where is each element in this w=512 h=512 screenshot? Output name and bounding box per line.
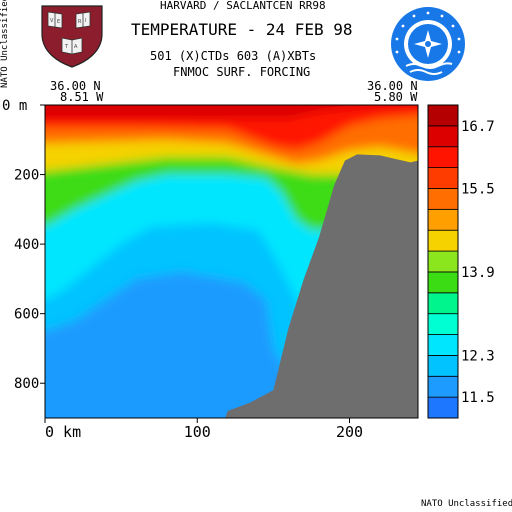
colorbar-swatch bbox=[427, 396, 459, 419]
svg-text:V: V bbox=[50, 18, 54, 24]
svg-text:I: I bbox=[85, 18, 86, 24]
colorbar-swatch bbox=[427, 104, 459, 127]
y-tick-label: 0 m bbox=[2, 98, 27, 114]
svg-text:A: A bbox=[74, 44, 78, 50]
header-line-4: FNMOC SURF. FORCING bbox=[173, 65, 311, 79]
header-line-3: 501 (X)CTDs 603 (A)XBTs bbox=[150, 49, 317, 63]
corner-right-lat: 36.00 N bbox=[367, 79, 418, 93]
colorbar-label: 15.5 bbox=[461, 181, 495, 197]
y-tick-label: 200 bbox=[14, 168, 39, 184]
colorbar-swatch bbox=[427, 292, 459, 315]
chart-title: TEMPERATURE - 24 FEB 98 bbox=[131, 20, 353, 39]
colorbar-swatch bbox=[427, 146, 459, 169]
corner-left-lat: 36.00 N bbox=[50, 79, 101, 93]
plot-frame bbox=[44, 104, 419, 419]
isotherm-band-16.5 bbox=[45, 105, 418, 119]
y-tick-label: 400 bbox=[14, 237, 39, 253]
colorbar-label: 16.7 bbox=[461, 119, 495, 135]
corner-left-lon: 8.51 W bbox=[60, 90, 104, 104]
colorbar-swatch bbox=[427, 334, 459, 356]
colorbar-swatch bbox=[427, 167, 459, 189]
saclantcen-emblem-icon bbox=[391, 7, 465, 81]
colorbar-swatch bbox=[427, 313, 459, 335]
corner-right-lon: 5.80 W bbox=[374, 90, 418, 104]
seabed-landmass bbox=[225, 154, 418, 418]
colorbar-frame bbox=[427, 104, 459, 419]
y-tick-label: 800 bbox=[14, 376, 39, 392]
colorbar-swatch bbox=[427, 125, 459, 148]
header-line-1: HARVARD / SACLANTCEN RR98 bbox=[160, 0, 326, 12]
svg-text:R: R bbox=[78, 19, 82, 25]
bottom-classification: NATO Unclassified bbox=[421, 499, 512, 509]
colorbar-swatch bbox=[427, 188, 459, 210]
colorbar-swatch bbox=[427, 208, 459, 231]
x-tick-label: 0 km bbox=[45, 423, 81, 441]
colorbar-label: 13.9 bbox=[461, 265, 495, 281]
colorbar-swatch bbox=[427, 375, 459, 398]
svg-text:T: T bbox=[64, 44, 69, 50]
x-tick-label: 200 bbox=[336, 423, 363, 441]
colorbar-label: 11.5 bbox=[461, 390, 495, 406]
x-tick-label: 100 bbox=[184, 423, 211, 441]
y-tick-label: 600 bbox=[14, 307, 39, 323]
colorbar-label: 12.3 bbox=[461, 348, 495, 364]
svg-text:E: E bbox=[57, 19, 60, 25]
colorbar-swatch bbox=[427, 250, 459, 273]
colorbar-swatch bbox=[427, 229, 459, 252]
colorbar-swatch bbox=[427, 354, 459, 377]
colorbar-swatch bbox=[427, 271, 459, 294]
